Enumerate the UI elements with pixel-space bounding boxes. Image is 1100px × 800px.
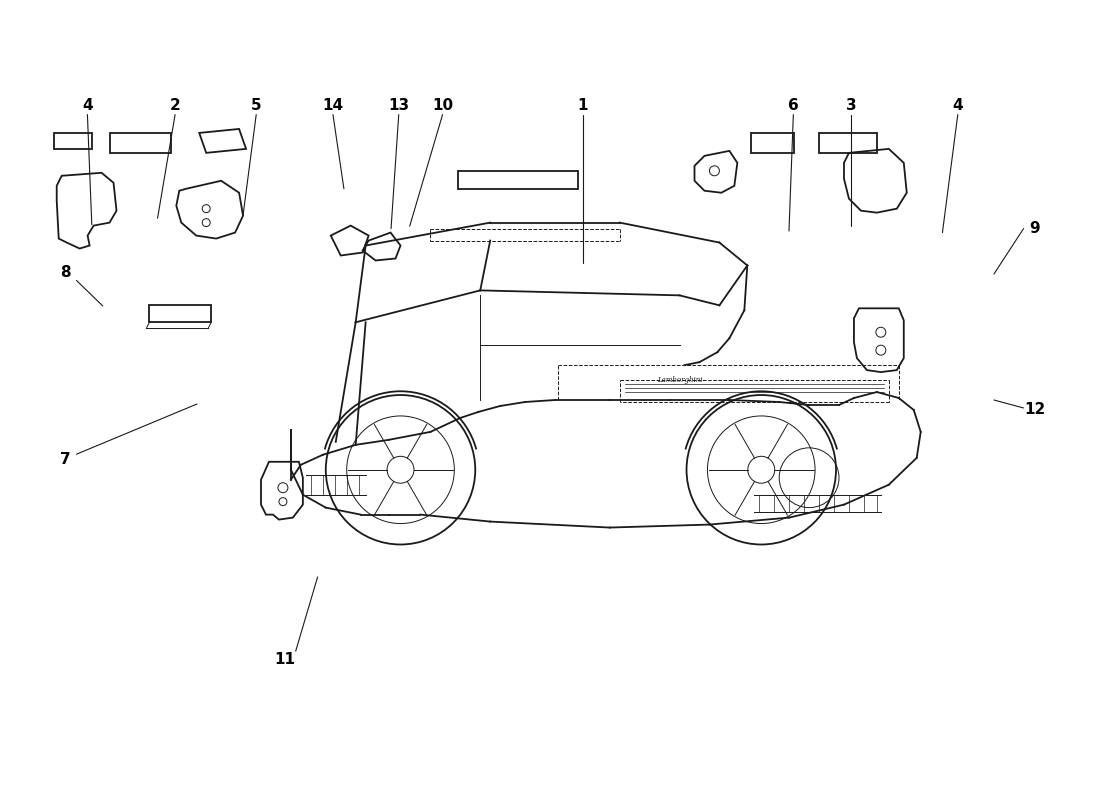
Text: 3: 3 xyxy=(846,98,857,113)
Text: 8: 8 xyxy=(60,265,70,280)
Text: 10: 10 xyxy=(432,98,453,113)
Text: 11: 11 xyxy=(274,651,295,666)
Text: 1: 1 xyxy=(578,98,588,113)
Text: 7: 7 xyxy=(60,452,70,467)
Text: 4: 4 xyxy=(953,98,964,113)
Text: 5: 5 xyxy=(251,98,262,113)
Text: 12: 12 xyxy=(1024,402,1045,417)
Text: Lamborghini: Lamborghini xyxy=(657,376,702,384)
Text: 9: 9 xyxy=(1030,221,1040,236)
Text: 4: 4 xyxy=(82,98,92,113)
Text: 2: 2 xyxy=(169,98,180,113)
Text: 14: 14 xyxy=(322,98,343,113)
Text: 6: 6 xyxy=(788,98,799,113)
Text: 13: 13 xyxy=(388,98,409,113)
